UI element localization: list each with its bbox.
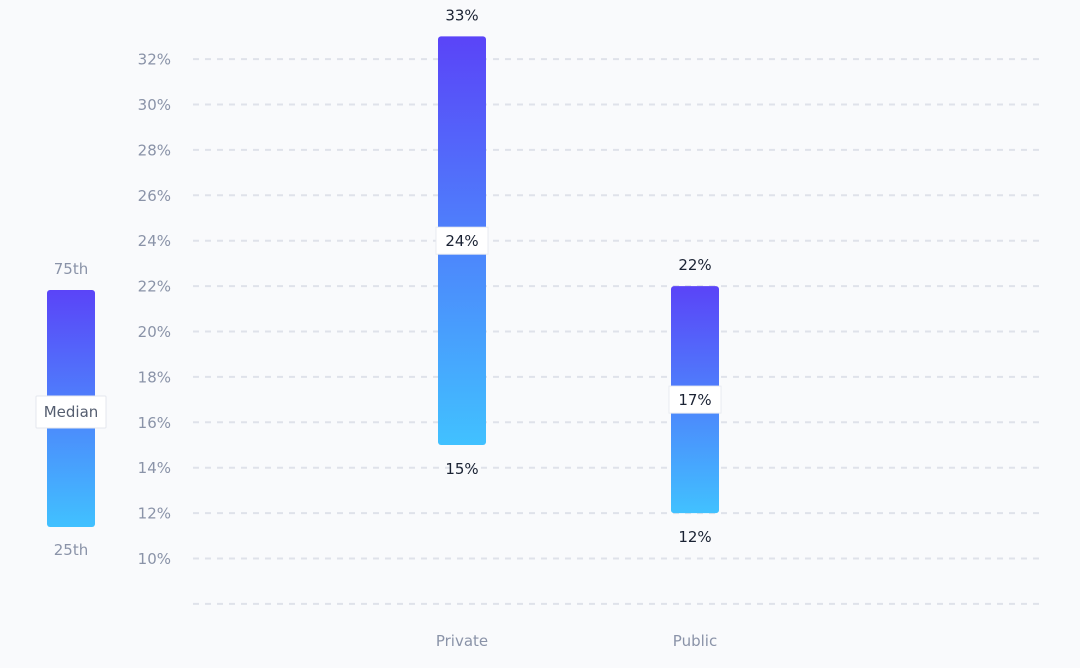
bar-group-public: 17% 22% 12% <box>668 256 722 546</box>
median-label: 17% <box>678 391 711 409</box>
legend-top-label: 75th <box>54 260 88 278</box>
median-label: 24% <box>445 232 478 250</box>
y-tick-label: 24% <box>138 232 171 250</box>
bars: 24% 33% 15% 17% 22% 12% <box>435 6 722 546</box>
p25-label: 15% <box>445 460 478 478</box>
p75-label: 22% <box>678 256 711 274</box>
y-axis-ticks: 10% 12% 14% 16% 18% 20% 22% 24% 26% 28% 30% 32% <box>138 51 171 568</box>
y-tick-label: 18% <box>138 368 171 386</box>
legend-median-label: Median <box>44 403 99 421</box>
p25-label: 12% <box>678 528 711 546</box>
median-box <box>668 385 722 414</box>
legend-bottom-label: 25th <box>54 541 88 559</box>
y-tick-label: 16% <box>138 414 171 432</box>
legend-median-box <box>35 395 107 429</box>
legend: 75th Median 25th <box>35 260 107 559</box>
y-tick-label: 20% <box>138 323 171 341</box>
y-tick-label: 10% <box>138 550 171 568</box>
bar-group-private: 24% 33% 15% <box>435 6 489 478</box>
category-label: Public <box>673 632 717 650</box>
p75-label: 33% <box>445 6 478 24</box>
y-tick-label: 30% <box>138 96 171 114</box>
y-tick-label: 32% <box>138 51 171 69</box>
median-box <box>435 226 489 255</box>
grid-lines <box>193 58 1045 605</box>
y-tick-label: 14% <box>138 459 171 477</box>
y-tick-label: 22% <box>138 278 171 296</box>
category-label: Private <box>436 632 488 650</box>
x-axis-categories: Private Public <box>436 632 717 650</box>
y-tick-label: 26% <box>138 187 171 205</box>
y-tick-label: 28% <box>138 141 171 159</box>
y-tick-label: 12% <box>138 505 171 523</box>
